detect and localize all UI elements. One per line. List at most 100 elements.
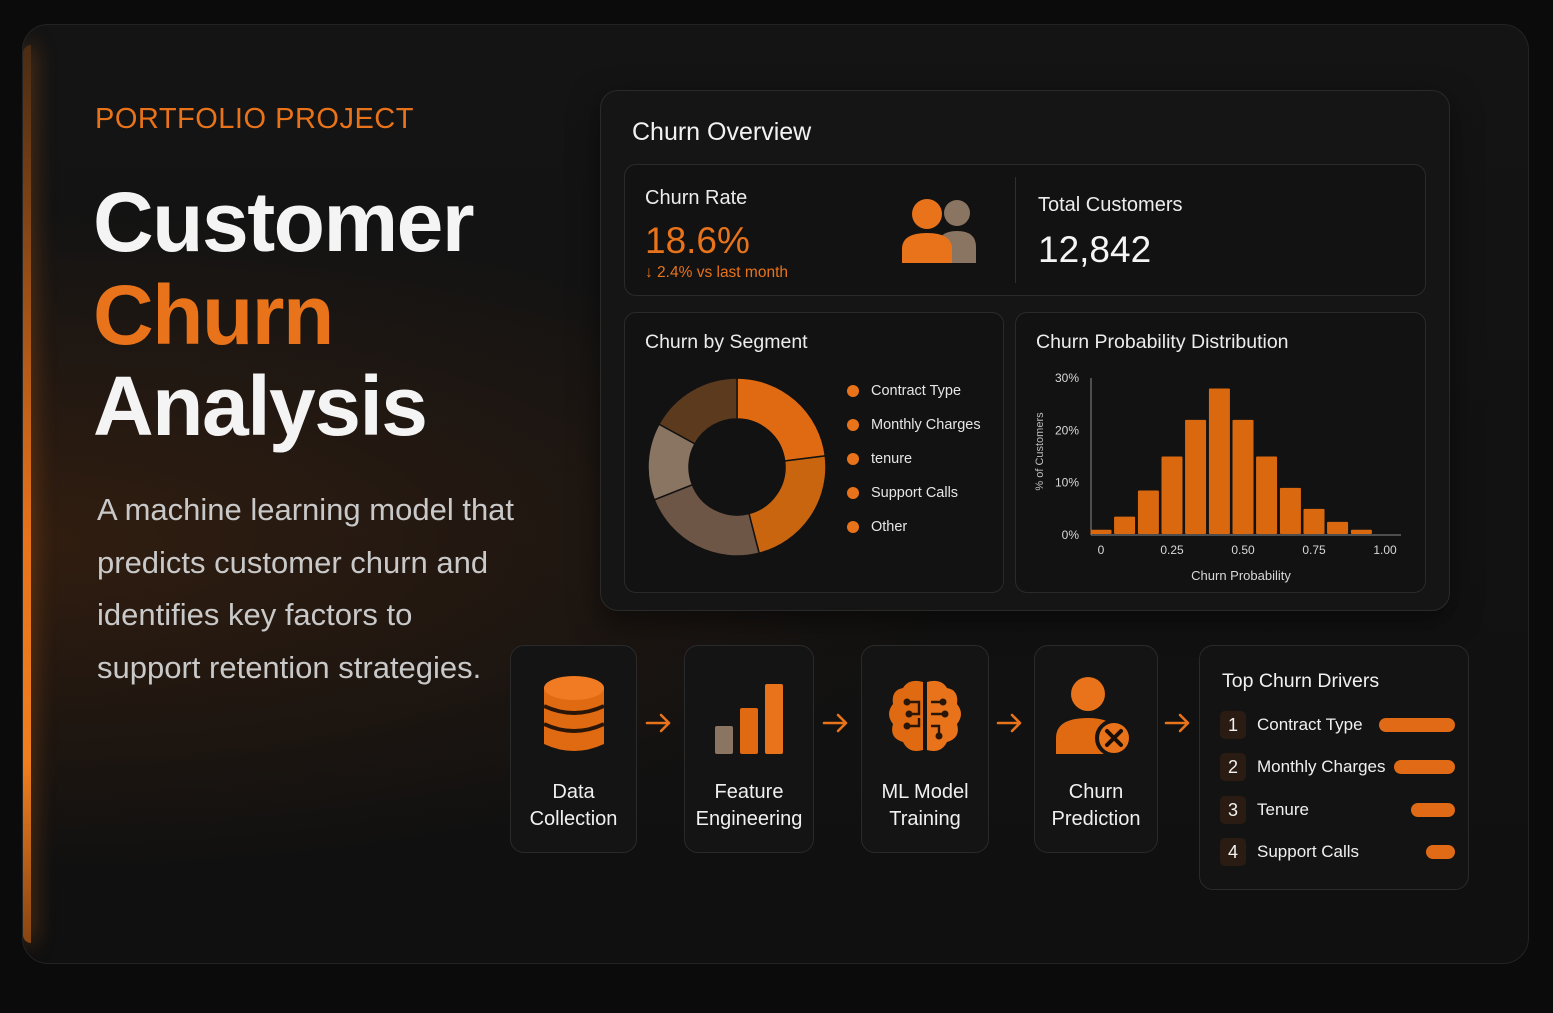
- churn-rate-value: 18.6%: [645, 220, 750, 261]
- user-remove-icon: [1056, 677, 1133, 757]
- step-churn-prediction[interactable]: Churn Prediction: [1034, 645, 1158, 853]
- eyebrow-label: PORTFOLIO PROJECT: [95, 103, 414, 135]
- driver-row: 1 Contract Type: [1220, 711, 1455, 739]
- legend-item-support-calls: Support Calls: [847, 483, 958, 503]
- segment-title: Churn by Segment: [645, 331, 808, 353]
- driver-importance-bar: [1379, 718, 1455, 732]
- step-data-collection[interactable]: Data Collection: [510, 645, 637, 853]
- driver-rank: 3: [1220, 796, 1246, 824]
- x-axis-label: Churn Probability: [1191, 568, 1291, 583]
- step-label-line2: Collection: [529, 808, 618, 830]
- legend-item-other: Other: [847, 517, 907, 537]
- distribution-card: Churn Probability Distribution 0% 10% 20% 3…: [1015, 312, 1426, 593]
- histogram-bar: [1161, 456, 1183, 534]
- churn-overview-panel: Churn Overview Churn Rate 18.6% ↓ 2.4% v…: [600, 90, 1450, 611]
- x-tick-label: 0: [1098, 543, 1105, 557]
- donut-slice: [653, 483, 761, 557]
- legend-label: tenure: [871, 451, 913, 467]
- title-line-3: Analysis: [93, 359, 428, 453]
- driver-importance-bar: [1411, 803, 1455, 817]
- histogram-bar: [1327, 521, 1349, 534]
- drivers-title: Top Churn Drivers: [1222, 670, 1380, 692]
- step-label-line2: Engineering: [695, 808, 803, 830]
- histogram-bar: [1185, 419, 1207, 534]
- step-label: ML Model Training: [862, 779, 988, 833]
- legend-item-contract-type: Contract Type: [847, 381, 961, 401]
- histogram-bar: [1114, 516, 1136, 534]
- users-icon: [902, 199, 976, 263]
- driver-rank: 4: [1220, 838, 1246, 866]
- legend-dot: [847, 419, 859, 431]
- histogram-bar: [1208, 388, 1230, 534]
- kpi-divider: [1015, 177, 1016, 283]
- legend-item-monthly-charges: Monthly Charges: [847, 415, 981, 435]
- segment-card: Churn by Segment Contract Type Monthly C…: [624, 312, 1004, 593]
- histogram-bar: [1256, 456, 1278, 534]
- brain-icon: [889, 680, 961, 751]
- step-label: Feature Engineering: [685, 779, 813, 833]
- distribution-title: Churn Probability Distribution: [1036, 331, 1289, 353]
- step-label-line2: Training: [889, 808, 961, 830]
- step-label-line1: Churn: [1068, 781, 1124, 803]
- arrow-right-icon: [645, 713, 671, 733]
- legend-dot: [847, 385, 859, 397]
- histogram-bar: [1232, 419, 1254, 534]
- driver-name: Monthly Charges: [1257, 757, 1386, 776]
- y-tick-label: 20%: [1055, 423, 1079, 437]
- overview-title: Churn Overview: [632, 118, 812, 146]
- donut-slice: [657, 377, 738, 445]
- legend-label: Other: [871, 519, 908, 535]
- driver-row: 3 Tenure: [1220, 796, 1455, 824]
- database-icon: [542, 676, 605, 751]
- accent-edge: [23, 45, 31, 943]
- churn-rate-delta: ↓ 2.4% vs last month: [645, 264, 789, 281]
- arrow-right-icon: [822, 713, 848, 733]
- donut-slice: [736, 377, 827, 462]
- legend-label: Monthly Charges: [871, 417, 981, 433]
- driver-name: Contract Type: [1257, 715, 1363, 734]
- legend-dot: [847, 521, 859, 533]
- x-tick-label: 0.50: [1231, 543, 1255, 557]
- driver-rank: 1: [1220, 711, 1246, 739]
- legend-dot: [847, 487, 859, 499]
- step-ml-model-training[interactable]: ML Model Training: [861, 645, 989, 853]
- y-tick-label: 30%: [1055, 371, 1079, 385]
- kpi-card: Churn Rate 18.6% ↓ 2.4% vs last month To…: [624, 164, 1426, 296]
- x-tick-label: 0.75: [1302, 543, 1326, 557]
- bar-chart-icon: [715, 684, 783, 754]
- driver-row: 2 Monthly Charges: [1220, 753, 1455, 781]
- y-tick-label: 10%: [1055, 476, 1079, 490]
- histogram-bar: [1137, 490, 1159, 534]
- probability-histogram: 0% 10% 20% 30% 0 0.25 0.50 0.75 1.00 Churn Probab…: [1034, 371, 1401, 583]
- legend-dot: [847, 453, 859, 465]
- driver-row: 4 Support Calls: [1220, 838, 1455, 866]
- step-label-line1: Data: [552, 781, 595, 803]
- project-description: A machine learning model that predicts c…: [97, 492, 515, 685]
- step-label-line1: Feature: [714, 781, 784, 803]
- histogram-bar: [1279, 487, 1301, 534]
- histogram-bar: [1303, 508, 1325, 534]
- histogram-bar: [1090, 529, 1112, 534]
- step-feature-engineering[interactable]: Feature Engineering: [684, 645, 814, 853]
- y-axis-label: % of Customers: [1034, 412, 1046, 491]
- arrow-right-icon: [996, 713, 1022, 733]
- step-label-line1: ML Model: [881, 781, 969, 803]
- x-tick-label: 0.25: [1160, 543, 1184, 557]
- title-line-1: Customer: [93, 175, 475, 269]
- arrow-right-icon: [1164, 713, 1190, 733]
- driver-importance-bar: [1394, 760, 1455, 774]
- driver-name: Support Calls: [1257, 842, 1360, 861]
- title-line-2: Churn: [93, 268, 334, 362]
- driver-name: Tenure: [1257, 800, 1309, 819]
- step-label-line2: Prediction: [1051, 808, 1141, 830]
- top-churn-drivers-panel: Top Churn Drivers 1 Contract Type 2 Mont…: [1199, 645, 1469, 890]
- total-customers-label: Total Customers: [1038, 194, 1183, 216]
- churn-rate-label: Churn Rate: [645, 187, 748, 209]
- histogram-bar: [1350, 529, 1372, 534]
- legend-label: Contract Type: [871, 383, 962, 399]
- legend-item-tenure: tenure: [847, 449, 912, 469]
- y-tick-label: 0%: [1062, 528, 1080, 542]
- x-tick-label: 1.00: [1373, 543, 1397, 557]
- driver-importance-bar: [1426, 845, 1455, 859]
- total-customers-value: 12,842: [1038, 229, 1152, 270]
